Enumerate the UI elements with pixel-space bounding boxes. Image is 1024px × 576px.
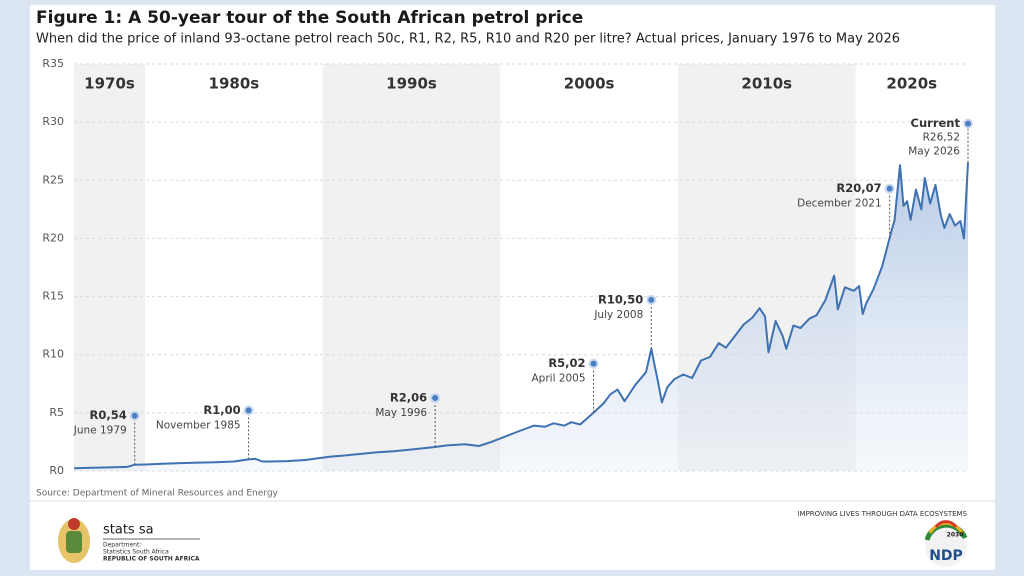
y-tick-label: R5 — [49, 406, 64, 419]
decade-band — [322, 64, 501, 471]
callout-value: R26,52 — [923, 132, 960, 144]
callout-date: December 2021 — [797, 198, 882, 210]
country: REPUBLIC OF SOUTH AFRICA — [103, 556, 200, 563]
y-tick-label: R20 — [42, 231, 64, 244]
callout-dot — [963, 118, 973, 129]
callout-dot — [430, 393, 441, 404]
callout-date: June 1979 — [73, 425, 127, 437]
source: Source: Department of Mineral Resources … — [36, 489, 279, 499]
decade-label: 1990s — [386, 75, 437, 93]
y-tick-label: R30 — [42, 115, 64, 128]
y-tick-label: R10 — [42, 348, 64, 361]
y-tick-label: R35 — [42, 57, 64, 70]
decade-label: 2010s — [741, 75, 792, 93]
ndp-year: 2030 — [947, 532, 964, 539]
callout-value: R2,06 — [390, 391, 427, 405]
callout-date: May 1996 — [375, 407, 427, 419]
callout-dot — [884, 183, 895, 194]
callout-value: R5,02 — [548, 356, 585, 370]
slogan: IMPROVING LIVES THROUGH DATA ECOSYSTEMS — [797, 510, 967, 518]
decade-label: 2000s — [564, 75, 615, 93]
decade-band — [145, 64, 323, 471]
callout-value: R0,54 — [90, 408, 127, 422]
callout-dot — [243, 405, 254, 416]
decade-label: 1970s — [84, 75, 135, 93]
chart-subtitle: When did the price of inland 93-octane p… — [36, 32, 900, 47]
callout-date: May 2026 — [908, 146, 960, 158]
callout-value: R20,07 — [836, 181, 881, 195]
callout-title: Current — [911, 116, 961, 130]
y-tick-label: R25 — [42, 173, 64, 186]
price-line — [73, 162, 969, 470]
coat-of-arms — [58, 518, 90, 563]
callout-dot — [588, 358, 599, 369]
ndp-logo — [924, 520, 968, 567]
decade-label: 2020s — [886, 75, 937, 93]
callout-value: R10,50 — [598, 292, 643, 306]
ndp-text: NDP — [929, 548, 963, 564]
dept-name: Statistics South Africa — [103, 549, 169, 556]
y-tick-label: R0 — [49, 464, 64, 477]
dept-label: Department: — [103, 542, 141, 549]
decade-label: 1980s — [209, 75, 260, 93]
org-name: stats sa — [103, 523, 154, 538]
callout-date: April 2005 — [531, 373, 585, 385]
callout-dot — [646, 294, 657, 305]
y-tick-label: R15 — [42, 290, 64, 303]
chart-title: Figure 1: A 50-year tour of the South Af… — [36, 8, 583, 28]
callout-date: July 2008 — [593, 309, 643, 321]
callout-date: November 1985 — [156, 419, 241, 431]
area — [74, 162, 968, 471]
plot: R0,54 June 1979 R1,00 November 1985 R2,06 May… — [73, 116, 973, 471]
decade-band — [74, 64, 146, 471]
callout-value: R1,00 — [203, 403, 240, 417]
callout-dot — [129, 410, 140, 421]
